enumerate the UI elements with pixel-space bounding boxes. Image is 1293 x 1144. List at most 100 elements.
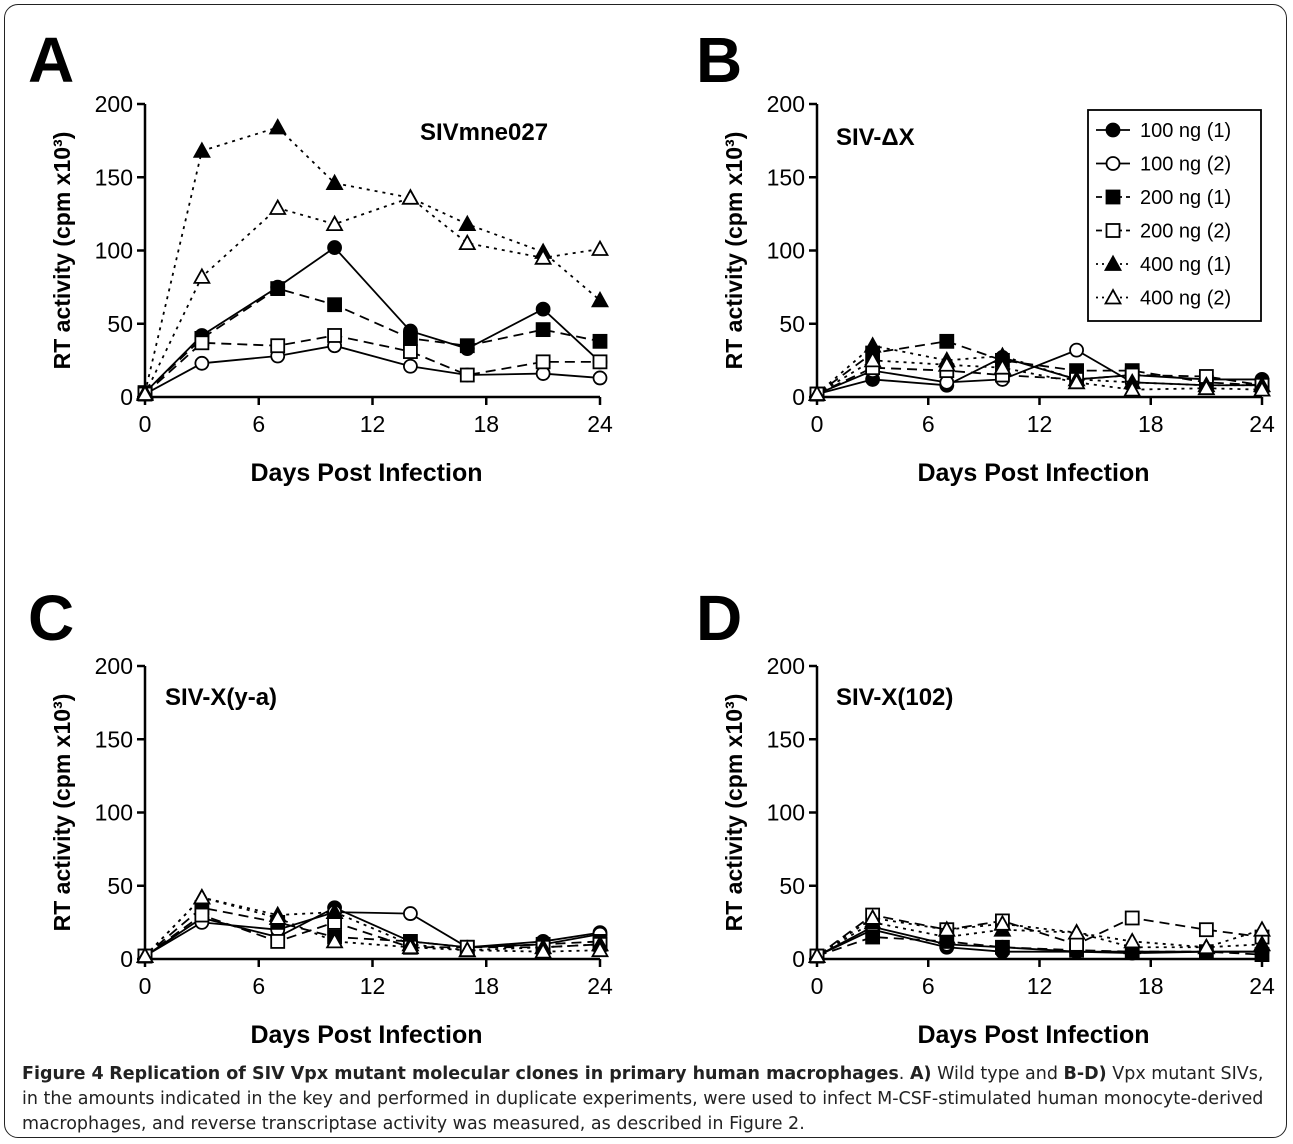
- data-point: [534, 942, 553, 959]
- data-point: [1124, 910, 1140, 926]
- figure-frame: [4, 4, 1287, 1138]
- caption-label: Figure 4: [22, 1064, 104, 1084]
- panel-letter: D: [696, 582, 742, 654]
- x-tick-label: 12: [1027, 973, 1053, 999]
- chart-panel-b: B 0 50 100 150 200 0 6 12 18 24 Days Post Infection…: [696, 24, 1275, 487]
- legend-label: 100 ng (1): [1140, 120, 1231, 142]
- data-point: [325, 902, 344, 919]
- legend-marker: [1105, 156, 1121, 171]
- y-axis-label: RT activity (cpm x10³): [49, 694, 75, 932]
- data-point: [192, 888, 211, 905]
- series-line: [816, 356, 1262, 395]
- data-point: [535, 301, 551, 317]
- legend-label: 400 ng (1): [1140, 254, 1231, 276]
- data-point: [325, 173, 344, 190]
- data-point: [268, 198, 287, 215]
- series-6: [807, 351, 1272, 401]
- legend-label: 200 ng (2): [1140, 221, 1231, 243]
- data-point: [1198, 922, 1214, 938]
- x-tick-label: 6: [922, 411, 935, 437]
- data-point: [807, 946, 827, 963]
- legend-box: [1087, 109, 1262, 322]
- chart-panel-a: A 0 50 100 150 200 0 6 12 18 24 Days Post Infection…: [28, 24, 613, 487]
- chart-title: SIV-ΔX: [836, 124, 915, 151]
- data-point: [590, 940, 610, 958]
- series-line: [816, 914, 1263, 957]
- legend-label: 200 ng (1): [1140, 187, 1231, 209]
- data-point: [458, 940, 477, 958]
- series-line: [144, 896, 601, 957]
- chart-title: SIV-X(y-a): [165, 684, 277, 711]
- chart-panel-c: C 0 50 100 150 200 0 6 12 18 24 Days Post Infection…: [28, 582, 613, 1049]
- data-point: [1252, 380, 1272, 397]
- series-line: [816, 359, 1263, 395]
- data-point: [327, 328, 342, 343]
- y-tick-label: 200: [767, 653, 805, 679]
- legend: 100 ng (1) 100 ng (2) 200 ng (1) 200 ng (2)…: [1087, 109, 1262, 322]
- data-point: [534, 248, 553, 265]
- data-point: [135, 946, 155, 963]
- y-tick-label: 150: [767, 164, 805, 190]
- data-point: [325, 932, 344, 949]
- data-point: [458, 214, 477, 232]
- data-point: [1123, 380, 1142, 397]
- legend-label: 100 ng (2): [1140, 154, 1231, 176]
- series-4: [137, 907, 608, 964]
- x-tick-label: 24: [1249, 411, 1275, 437]
- x-axis-label: Days Post Infection: [251, 1021, 483, 1049]
- y-tick-label: 50: [107, 873, 133, 899]
- caption-part-bd-text: Vpx mutant SIVs, in the amounts indicate…: [22, 1064, 1264, 1134]
- chart-title: SIV-X(102): [836, 684, 953, 711]
- series-line: [816, 936, 1263, 957]
- x-tick-label: 18: [1138, 411, 1164, 437]
- series-line: [816, 349, 1262, 395]
- data-point: [1067, 373, 1086, 390]
- y-tick-label: 150: [95, 164, 133, 190]
- y-tick-label: 0: [792, 384, 805, 410]
- panel-letter: B: [696, 24, 742, 96]
- data-point: [1252, 920, 1272, 937]
- data-point: [270, 281, 286, 296]
- data-point: [401, 188, 420, 205]
- data-point: [1069, 936, 1084, 952]
- y-tick-label: 0: [792, 946, 805, 972]
- figure-panels: A 0 50 100 150 200 0 6 12 18 24 Days Post Infection…: [28, 24, 1275, 1049]
- y-tick-label: 150: [95, 726, 133, 752]
- series-line: [144, 334, 600, 395]
- series-line: [144, 896, 601, 957]
- x-tick-label: 24: [1249, 973, 1275, 999]
- data-point: [327, 297, 342, 313]
- panel-letter: A: [28, 24, 74, 96]
- data-point: [270, 934, 286, 949]
- x-tick-label: 6: [922, 973, 935, 999]
- y-tick-label: 100: [767, 800, 805, 826]
- x-tick-label: 0: [139, 411, 152, 437]
- legend-marker: [1105, 223, 1121, 238]
- data-point: [993, 358, 1012, 375]
- legend-marker: [1103, 288, 1123, 305]
- y-tick-label: 200: [95, 91, 133, 117]
- y-tick-label: 150: [767, 726, 805, 752]
- data-point: [192, 141, 211, 158]
- data-point: [939, 333, 955, 349]
- x-tick-label: 18: [473, 411, 499, 437]
- series-line: [144, 246, 601, 394]
- x-tick-label: 12: [360, 411, 386, 437]
- figure-caption: Figure 4 Replication of SIV Vpx mutant m…: [22, 1064, 1264, 1134]
- data-point: [590, 239, 610, 256]
- series-line: [816, 366, 1263, 395]
- data-point: [192, 267, 211, 284]
- data-point: [1069, 342, 1084, 358]
- x-axis-label: Days Post Infection: [251, 459, 483, 487]
- data-point: [403, 344, 418, 359]
- x-tick-label: 24: [587, 411, 613, 437]
- data-point: [1252, 935, 1272, 952]
- y-tick-label: 50: [107, 311, 133, 337]
- legend-label: 400 ng (2): [1140, 288, 1231, 310]
- data-point: [937, 920, 956, 937]
- data-point: [535, 354, 551, 370]
- x-axis-label: Days Post Infection: [918, 1021, 1150, 1049]
- panel-letter: C: [28, 582, 74, 654]
- caption-part-a-text: Wild type and: [937, 1064, 1058, 1084]
- series-6: [807, 908, 1272, 963]
